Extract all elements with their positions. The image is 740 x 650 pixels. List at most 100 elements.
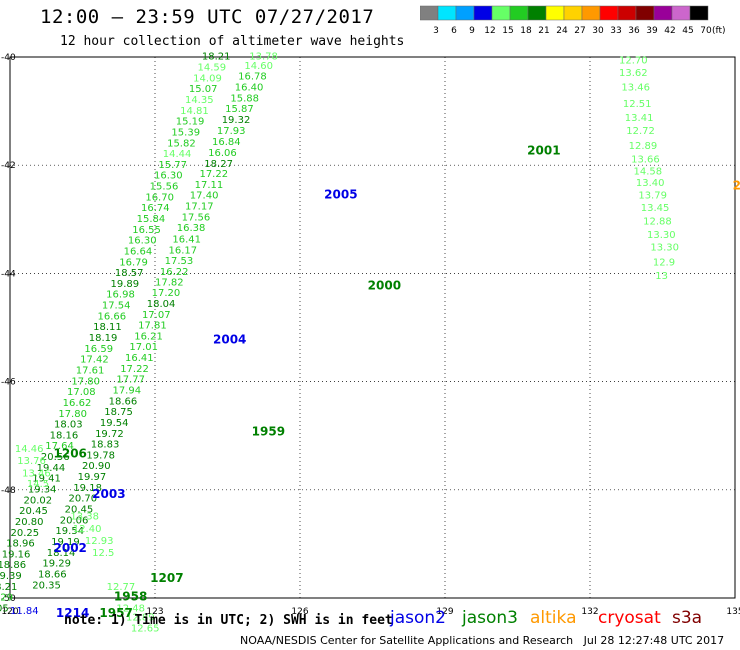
swh-value: 16.66 [97, 311, 126, 322]
legend-label: 27 [574, 26, 585, 36]
swh-value: 16.30 [154, 171, 183, 182]
swh-value: 19.89 [111, 279, 140, 290]
swh-value: 18.75 [104, 407, 133, 418]
swh-value: 16.30 [128, 236, 157, 247]
swh-value: 18.27 [204, 159, 233, 170]
pass-time-label: 2003 [92, 487, 125, 501]
swh-value: 13.62 [619, 68, 648, 79]
legend-label: 21 [538, 26, 549, 36]
pass-time-label: 1959 [252, 425, 285, 439]
pass-time-label: 1207 [150, 571, 183, 585]
swh-value: 19.32 [222, 115, 251, 126]
legend-label: 33 [610, 26, 621, 36]
swh-value: 17.22 [120, 364, 149, 375]
swh-value: 13.46 [621, 83, 650, 94]
legend-label: 3 [433, 26, 439, 36]
swh-value: 20.90 [82, 461, 111, 472]
legend-label: 42 [664, 26, 675, 36]
swh-value: 13.45 [641, 203, 670, 214]
swh-value: 12.51 [623, 99, 652, 110]
lon-tick-label: 120 [1, 607, 18, 617]
legend-swatch [617, 5, 637, 21]
swh-value: 19.29 [42, 559, 71, 570]
swh-value: 19.34 [28, 485, 57, 496]
swh-value: 18.14 [47, 548, 76, 559]
map-title: 12:00 – 23:59 UTC 07/27/2017 [40, 6, 375, 28]
pass-time-label: 2005 [324, 188, 357, 202]
swh-value: 15.56 [150, 182, 179, 193]
swh-value: 16.84 [212, 137, 241, 148]
swh-value: 16.29 [0, 593, 13, 604]
swh-value: 16.21 [134, 331, 163, 342]
swh-value: 16.62 [63, 398, 92, 409]
swh-value: 12.9 [653, 257, 675, 268]
swh-value: 17.42 [80, 355, 109, 366]
swh-value: 12.70 [619, 55, 648, 66]
swh-value: 19.41 [32, 474, 61, 485]
satellite-legend-jason2: jason2 [390, 608, 446, 628]
swh-value: 14.81 [180, 106, 209, 117]
swh-value: 19.54 [100, 418, 129, 429]
swh-value: 15.39 [171, 127, 200, 138]
swh-value: 14.44 [163, 149, 192, 160]
swh-value: 19.19 [51, 537, 80, 548]
swh-value: 14.46 [15, 444, 44, 455]
swh-value: 16.78 [238, 72, 267, 83]
swh-value: 12.77 [107, 582, 136, 593]
legend-unit: (ft) [712, 26, 726, 36]
legend-swatch [689, 5, 709, 21]
legend-swatch [545, 5, 565, 21]
swh-value: 16.22 [160, 267, 189, 278]
swh-value: 20.80 [15, 517, 44, 528]
swh-value: 19.97 [78, 472, 107, 483]
legend-label: 15 [502, 26, 513, 36]
swh-value: 16.98 [106, 290, 135, 301]
swh-value: 17.56 [182, 212, 211, 223]
swh-value: 17.81 [138, 321, 167, 332]
swh-value: 13 [655, 271, 668, 282]
swh-value: 16.70 [145, 192, 174, 203]
swh-value: 12.40 [73, 524, 102, 535]
swh-value: 12.72 [626, 126, 655, 137]
satellite-legend-cryosat: cryosat [598, 608, 661, 628]
swh-value: 15.88 [230, 93, 259, 104]
satellite-legend-altika: altika [530, 608, 577, 628]
swh-value: 15.84 [137, 214, 166, 225]
swh-value: 16.74 [141, 203, 170, 214]
swh-value: 18.03 [54, 420, 83, 431]
swh-value: 13.79 [638, 191, 667, 202]
swh-value: 17.20 [152, 288, 181, 299]
swh-value: 16.40 [235, 83, 264, 94]
swh-value: 14.35 [185, 95, 214, 106]
swh-value: 18.21 [0, 582, 17, 593]
swh-value: 15.87 [225, 104, 254, 115]
swh-value: 20.70 [68, 494, 97, 505]
swh-value: 16.38 [177, 223, 206, 234]
swh-value: 18.11 [93, 322, 122, 333]
swh-value: 15.19 [176, 117, 205, 128]
swh-value: 20.35 [32, 580, 61, 591]
legend-swatch [437, 5, 457, 21]
swh-value: 17.22 [199, 169, 228, 180]
swh-value: 17.94 [112, 386, 141, 397]
swh-value: 12.5 [92, 548, 114, 559]
swh-value: 18.16 [50, 430, 79, 441]
map-subtitle: 12 hour collection of altimeter wave hei… [60, 34, 405, 49]
swh-value: 15.82 [167, 138, 196, 149]
swh-value: 14.60 [244, 61, 273, 72]
pass-time-label: 2001 [527, 143, 560, 157]
swh-value: 12.93 [85, 536, 114, 547]
swh-value: 18.96 [6, 539, 35, 550]
swh-value: 18.21 [202, 52, 231, 63]
swh-value: 17.01 [129, 342, 158, 353]
swh-value: 17.11 [195, 180, 224, 191]
swh-value: 19.18 [73, 483, 102, 494]
legend-label: 12 [484, 26, 495, 36]
legend-label: 30 [592, 26, 604, 36]
legend-swatch [635, 5, 655, 21]
swh-value: 14.58 [634, 166, 663, 177]
swh-value: 13.30 [647, 230, 676, 241]
swh-value: 18.19 [89, 333, 118, 344]
swh-value: 15.77 [158, 160, 187, 171]
